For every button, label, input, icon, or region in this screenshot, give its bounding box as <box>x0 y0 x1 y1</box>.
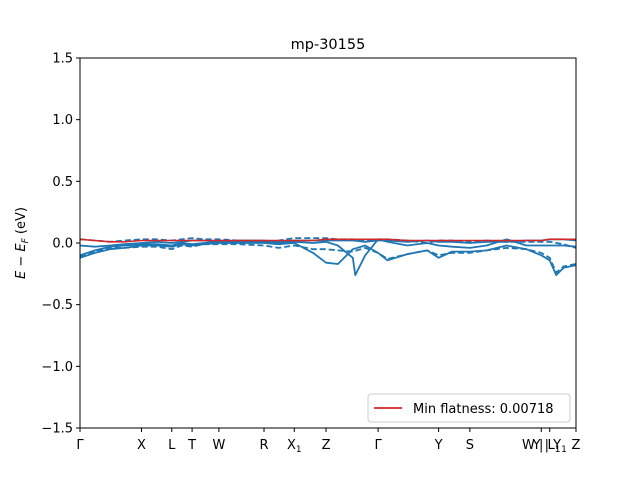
x-tick-label: S <box>466 438 474 453</box>
y-axis: −1.5 −1.0 −0.5 0.0 0.5 1.0 1.5 <box>41 52 80 437</box>
x-axis: Γ X L T W R X1 Z Γ Y S W | L1Y | Y1 Z <box>76 428 581 455</box>
x-tick-label: W | L1 <box>522 438 560 455</box>
x-tick-label: Z <box>572 438 581 453</box>
y-tick-label: 0.0 <box>52 237 73 252</box>
legend-label-min-flatness: Min flatness: 0.00718 <box>413 402 554 417</box>
band-line-5 <box>80 238 576 243</box>
x-tick-label: Y <box>434 438 443 453</box>
x-tick-label: Z <box>322 438 331 453</box>
chart-title: mp-30155 <box>291 37 366 53</box>
band-line-3 <box>80 243 576 274</box>
legend-box <box>367 393 571 423</box>
x-tick-label: X1 <box>287 438 302 455</box>
y-tick-label: −1.5 <box>41 422 73 437</box>
y-tick-label: 1.0 <box>52 113 73 128</box>
y-axis-label: E − EF (eV) <box>14 207 31 279</box>
y-tick-label: 0.5 <box>52 175 73 190</box>
x-tick-label: X <box>137 438 146 453</box>
x-tick-label: W <box>212 438 225 453</box>
y-axis-label-sub: F <box>21 237 31 243</box>
y-tick-label: −0.5 <box>41 298 73 313</box>
y-tick-label: −1.0 <box>41 360 73 375</box>
y-tick-label: 1.5 <box>52 52 73 67</box>
x-tick-label: Γ <box>76 438 84 453</box>
x-tick-label: T <box>187 438 196 453</box>
band-line-4 <box>80 237 576 249</box>
y-axis-label-main: E − E <box>14 243 29 279</box>
x-tick-label: R <box>259 438 268 453</box>
plot-area <box>79 57 577 429</box>
series-layer <box>80 237 576 276</box>
x-tick-label: Γ <box>374 438 382 453</box>
legend: Min flatness: 0.00718 <box>367 393 571 423</box>
y-axis-label-unit: (eV) <box>14 207 29 238</box>
x-tick-label: Y | Y1 <box>532 438 567 455</box>
band-line-0 <box>80 242 576 276</box>
x-tick-label: L <box>168 438 176 453</box>
